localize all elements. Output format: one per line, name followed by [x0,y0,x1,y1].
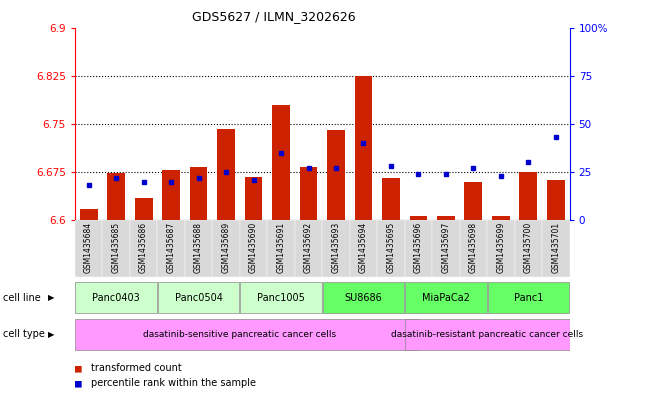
Text: GSM1435696: GSM1435696 [414,222,423,273]
Bar [295,220,322,277]
Text: ■: ■ [75,363,81,373]
Bar [322,220,350,277]
Text: dasatinib-resistant pancreatic cancer cells: dasatinib-resistant pancreatic cancer ce… [391,330,583,339]
Bar [460,220,487,277]
Text: MiaPaCa2: MiaPaCa2 [422,293,470,303]
Bar [432,220,460,277]
Bar [377,220,405,277]
Text: GSM1435691: GSM1435691 [277,222,286,273]
Bar [158,220,185,277]
Text: cell line: cell line [3,293,41,303]
Bar [405,220,432,277]
Text: GSM1435689: GSM1435689 [221,222,230,273]
Text: GSM1435687: GSM1435687 [167,222,176,273]
Text: GSM1435694: GSM1435694 [359,222,368,273]
Text: GSM1435688: GSM1435688 [194,222,203,273]
Text: dasatinib-sensitive pancreatic cancer cells: dasatinib-sensitive pancreatic cancer ce… [143,330,337,339]
Text: GSM1435684: GSM1435684 [84,222,93,273]
Text: ▶: ▶ [48,293,54,302]
Bar [189,167,208,220]
Text: GSM1435697: GSM1435697 [441,222,450,273]
Bar [268,220,295,277]
Bar [382,178,400,220]
Bar [162,170,180,220]
Bar [437,216,455,220]
Bar [76,319,418,350]
Bar [245,177,262,220]
Text: GDS5627 / ILMN_3202626: GDS5627 / ILMN_3202626 [191,10,355,23]
Bar [158,282,239,313]
Text: GSM1435686: GSM1435686 [139,222,148,273]
Bar [212,220,240,277]
Bar [135,198,152,220]
Text: GSM1435701: GSM1435701 [551,222,561,273]
Text: Panc0504: Panc0504 [174,293,223,303]
Text: GSM1435699: GSM1435699 [497,222,505,273]
Text: SU8686: SU8686 [344,293,382,303]
Bar [107,173,125,220]
Bar [492,216,510,220]
Text: ▶: ▶ [48,330,54,339]
Text: Panc1: Panc1 [514,293,543,303]
Bar [406,282,486,313]
Text: Panc1005: Panc1005 [257,293,305,303]
Text: ■: ■ [75,378,81,388]
Bar [519,172,537,220]
Bar [272,105,290,220]
Text: transformed count: transformed count [91,363,182,373]
Bar [240,282,322,313]
Bar [240,220,268,277]
Text: GSM1435698: GSM1435698 [469,222,478,273]
Bar [409,216,427,220]
Text: GSM1435700: GSM1435700 [524,222,533,273]
Bar [79,209,98,220]
Text: GSM1435695: GSM1435695 [387,222,395,273]
Bar [488,282,569,313]
Bar [185,220,212,277]
Bar [75,220,102,277]
Text: GSM1435692: GSM1435692 [304,222,313,273]
Bar [406,319,583,350]
Bar [542,220,570,277]
Bar [323,282,404,313]
Bar [515,220,542,277]
Bar [76,282,157,313]
Text: Panc0403: Panc0403 [92,293,140,303]
Bar [487,220,515,277]
Bar [299,167,318,220]
Bar [130,220,158,277]
Text: GSM1435693: GSM1435693 [331,222,340,273]
Text: cell type: cell type [3,329,45,339]
Bar [350,220,377,277]
Bar [102,220,130,277]
Bar [327,130,345,220]
Bar [217,129,235,220]
Bar [465,182,482,220]
Text: percentile rank within the sample: percentile rank within the sample [91,378,256,388]
Text: GSM1435685: GSM1435685 [111,222,120,273]
Bar [547,180,565,220]
Bar [355,75,372,220]
Text: GSM1435690: GSM1435690 [249,222,258,273]
